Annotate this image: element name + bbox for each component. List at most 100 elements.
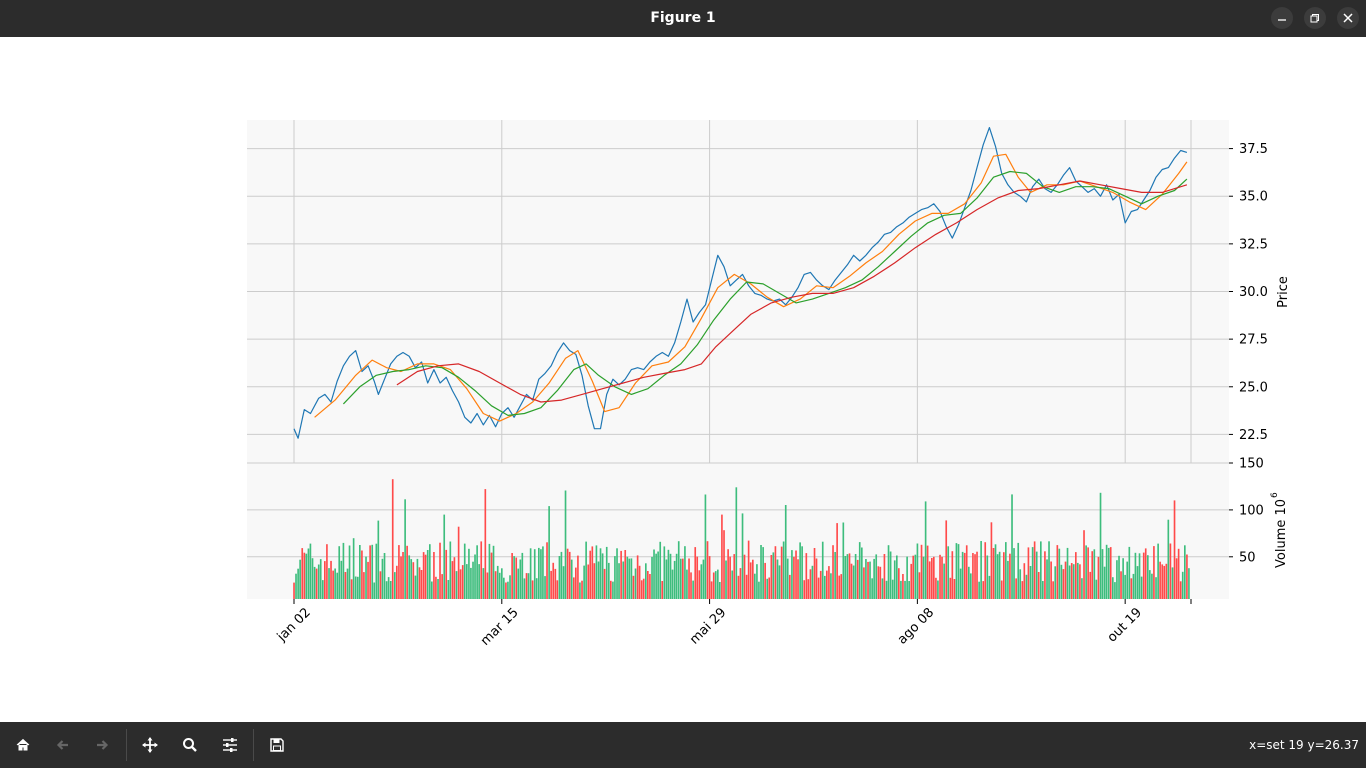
volume-bar: [657, 551, 659, 599]
volume-bar: [690, 572, 692, 599]
volume-bar: [507, 581, 509, 599]
volume-bar: [628, 558, 631, 599]
volume-bar: [377, 520, 380, 599]
volume-bar: [459, 569, 462, 599]
volume-bar: [408, 555, 411, 599]
close-button[interactable]: [1337, 7, 1359, 29]
volume-bar: [739, 568, 742, 599]
volume-bar: [332, 570, 334, 599]
volume-bar: [801, 546, 803, 599]
volume-bar: [852, 565, 855, 599]
volume-bar: [1157, 543, 1159, 599]
volume-bar: [564, 490, 567, 599]
volume-bar: [445, 549, 448, 599]
volume-bar: [1134, 552, 1137, 599]
volume-bar: [618, 563, 620, 599]
volume-bar: [879, 566, 882, 599]
volume-bar: [529, 548, 532, 599]
volume-bar: [451, 561, 454, 599]
volume-bar: [389, 581, 392, 599]
save-button[interactable]: [265, 733, 289, 757]
volume-bar: [887, 545, 890, 599]
volume-bar: [1056, 545, 1059, 599]
volume-bar: [990, 522, 993, 599]
volume-bar: [1044, 551, 1046, 599]
volume-bar: [721, 514, 723, 599]
forward-button[interactable]: [90, 733, 114, 757]
volume-bar: [418, 567, 421, 599]
volume-bar: [906, 556, 908, 599]
volume-bar: [441, 574, 443, 599]
volume-bar: [1077, 562, 1079, 599]
volume-bar: [591, 546, 594, 599]
pan-button[interactable]: [138, 733, 162, 757]
volume-bar: [1093, 549, 1096, 599]
volume-bar: [1142, 552, 1145, 599]
volume-bar: [745, 574, 748, 599]
configure-subplots-button[interactable]: [218, 733, 242, 757]
volume-bar: [1091, 551, 1094, 599]
maximize-button[interactable]: [1304, 7, 1326, 29]
volume-bar: [1052, 581, 1054, 599]
volume-bar: [856, 559, 859, 599]
volume-bar: [842, 522, 845, 599]
zoom-button[interactable]: [178, 733, 202, 757]
volume-bar: [632, 575, 635, 599]
volume-bar: [782, 541, 785, 599]
home-button[interactable]: [11, 733, 35, 757]
volume-bar: [863, 567, 865, 599]
x-tick-label: out 19: [1105, 605, 1145, 645]
volume-bar: [1130, 578, 1133, 599]
volume-bar: [371, 544, 374, 599]
volume-bar: [447, 580, 450, 599]
volume-bar: [667, 549, 670, 599]
volume-bar: [398, 545, 400, 599]
volume-bar: [488, 543, 491, 599]
volume-bar: [994, 544, 997, 599]
volume-bar: [391, 479, 394, 599]
volume-bar: [756, 564, 758, 599]
x-tick-label: jan 02: [274, 605, 314, 645]
volume-bar: [1103, 566, 1106, 599]
volume-bar: [1181, 571, 1184, 599]
volume-bar: [951, 551, 954, 599]
minimize-button[interactable]: [1271, 7, 1293, 29]
volume-bar: [673, 560, 676, 599]
cursor-coordinates: x=set 19 y=26.37: [1249, 738, 1359, 752]
volume-bar: [1048, 541, 1050, 599]
volume-bar: [535, 578, 538, 599]
volume-bar: [957, 544, 960, 599]
volume-bar: [984, 542, 987, 599]
financial-chart[interactable]: 22.5 25.0 27.5 30.0 32.5 35.0 37.5 Price 50 100 1…: [0, 37, 1366, 722]
configure-icon: [223, 738, 237, 752]
volume-bar: [357, 576, 359, 599]
volume-bar: [319, 559, 322, 599]
volume-bar: [546, 542, 548, 599]
volume-bar: [786, 558, 789, 599]
volume-bar: [624, 550, 627, 599]
back-button[interactable]: [51, 733, 75, 757]
volume-bar: [437, 579, 439, 599]
volume-bar: [840, 574, 843, 599]
volume-bar: [725, 560, 727, 599]
minimize-icon: [1278, 19, 1286, 21]
volume-bar: [749, 562, 752, 599]
volume-bar: [774, 546, 777, 599]
volume-bar: [297, 568, 299, 599]
volume-bar: [593, 563, 596, 599]
volume-bar: [1042, 581, 1044, 599]
volume-bar: [603, 568, 606, 599]
volume-bar: [595, 545, 598, 599]
volume-bar: [505, 582, 507, 599]
figure-canvas[interactable]: 22.5 25.0 27.5 30.0 32.5 35.0 37.5 Price 50 100 1…: [0, 37, 1366, 722]
volume-bar: [733, 554, 736, 599]
volume-bar: [538, 547, 540, 599]
volume-bar: [1171, 567, 1174, 599]
volume-bar: [383, 553, 386, 599]
volume-bar: [400, 556, 402, 599]
volume-bar: [710, 581, 713, 599]
volume-bar: [1068, 565, 1071, 599]
volume-bar: [1050, 561, 1052, 599]
volume-bar: [793, 556, 795, 599]
volume-bar: [527, 573, 530, 599]
